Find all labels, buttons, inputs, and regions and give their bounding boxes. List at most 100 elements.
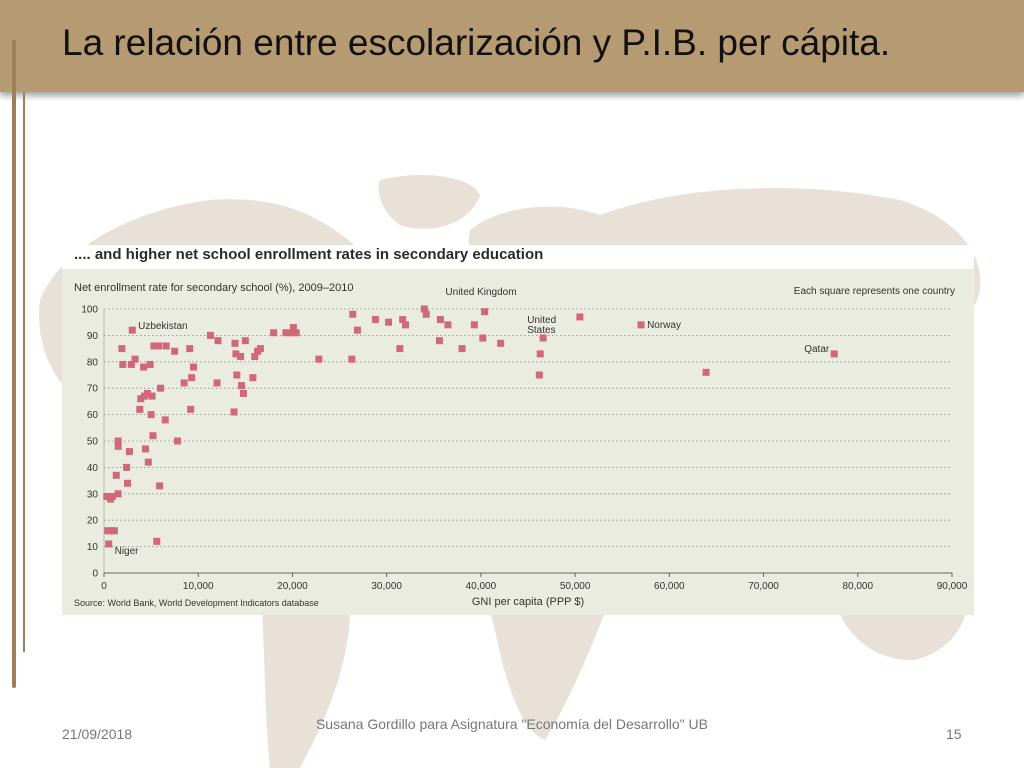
data-point: [436, 316, 444, 324]
data-point: [256, 345, 264, 353]
data-point: [249, 374, 257, 382]
data-point: [539, 334, 547, 342]
data-point: [231, 339, 239, 347]
data-point: [137, 395, 145, 403]
annotation-label: Norway: [647, 320, 681, 331]
data-point: [270, 329, 278, 337]
x-tick-label: 0: [101, 581, 107, 592]
y-tick-label: 40: [87, 463, 99, 474]
slide-title: La relación entre escolarización y P.I.B…: [62, 22, 891, 63]
data-point: [241, 337, 249, 345]
data-point: [144, 458, 152, 466]
data-point: [112, 471, 120, 479]
footer-author: Susana Gordillo para Asignatura "Economí…: [315, 716, 709, 732]
gridlines: [104, 308, 952, 548]
data-point: [213, 379, 221, 387]
data-point: [128, 326, 136, 334]
y-tick-label: 10: [87, 542, 99, 553]
data-point: [239, 389, 247, 397]
chart-subtitle: Net enrollment rate for secondary school…: [74, 282, 353, 294]
data-point: [162, 342, 170, 350]
data-point: [143, 389, 151, 397]
decorative-vertical-line-thin: [23, 92, 25, 652]
data-point: [576, 313, 584, 321]
x-tick-label: 30,000: [371, 581, 402, 592]
annotation-label: United Kingdom: [445, 287, 516, 298]
data-point: [435, 337, 443, 345]
data-point: [186, 345, 194, 353]
scatter-chart: 0 10 20 30 40 50 60 70 80 90 100 0 10,000 20,000 30,0…: [74, 282, 968, 608]
y-tick-label: 30: [87, 489, 99, 500]
data-point: [148, 392, 156, 400]
data-point: [108, 492, 116, 500]
data-point: [105, 540, 113, 548]
data-point: [479, 334, 487, 342]
data-point: [497, 339, 505, 347]
data-point: [155, 342, 163, 350]
data-point: [114, 442, 122, 450]
y-tick-label: 70: [87, 384, 99, 395]
data-point: [141, 445, 149, 453]
data-point: [251, 353, 259, 361]
axes: [103, 309, 952, 574]
data-point: [114, 437, 122, 445]
data-point: [238, 382, 246, 390]
chart-title: .... and higher net school enrollment ra…: [74, 246, 544, 263]
data-point: [637, 321, 645, 329]
x-tick-label: 90,000: [937, 581, 968, 592]
data-point: [150, 342, 158, 350]
data-points: [103, 305, 838, 548]
data-point: [230, 408, 238, 416]
data-point: [206, 331, 214, 339]
data-point: [118, 345, 126, 353]
chart-note: Each square represents one country: [794, 286, 955, 297]
point-annotations: Uzbekistan United Kingdom United States Norw…: [115, 287, 830, 557]
data-point: [119, 360, 127, 368]
x-tick-label: 40,000: [466, 581, 497, 592]
data-point: [156, 482, 164, 490]
data-point: [103, 492, 111, 500]
data-point: [188, 374, 196, 382]
annotation-label: Qatar: [804, 344, 830, 355]
data-point: [420, 305, 428, 313]
data-point: [127, 360, 135, 368]
data-point: [171, 347, 179, 355]
chart-panel: 0 10 20 30 40 50 60 70 80 90 100 0 10,000 20,000 30,0…: [62, 269, 974, 615]
data-point: [110, 527, 118, 535]
data-point: [233, 371, 241, 379]
data-point: [146, 360, 154, 368]
annotation-label: Uzbekistan: [138, 321, 187, 332]
x-tick-labels: 0 10,000 20,000 30,000 40,000 50,000 60,000 70,…: [101, 573, 968, 592]
data-point: [289, 323, 297, 331]
data-point: [481, 308, 489, 316]
data-point: [702, 368, 710, 376]
chart-source: Source: World Bank, World Development In…: [74, 598, 319, 608]
data-point: [125, 448, 133, 456]
page-number: 15: [946, 726, 962, 742]
data-point: [149, 432, 157, 440]
data-point: [136, 405, 144, 413]
title-bar: La relación entre escolarización y P.I.B…: [0, 0, 1024, 92]
data-point: [140, 363, 148, 371]
data-point: [157, 384, 165, 392]
data-point: [114, 490, 122, 498]
data-point: [187, 405, 195, 413]
x-tick-label: 70,000: [748, 581, 779, 592]
data-point: [402, 321, 410, 329]
annotation-label: United States: [527, 315, 556, 336]
greenland-shape: [378, 175, 480, 229]
data-point: [535, 371, 543, 379]
annotation-label: Niger: [115, 546, 140, 557]
data-point: [180, 379, 188, 387]
y-tick-label: 60: [87, 410, 99, 421]
y-tick-label: 0: [92, 569, 98, 580]
data-point: [470, 321, 478, 329]
x-tick-label: 80,000: [842, 581, 873, 592]
data-point: [396, 345, 404, 353]
decorative-vertical-line: [12, 40, 16, 688]
data-point: [173, 437, 181, 445]
data-point: [349, 310, 357, 318]
data-point: [190, 363, 198, 371]
y-tick-labels: 0 10 20 30 40 50 60 70 80 90 100: [81, 305, 98, 580]
